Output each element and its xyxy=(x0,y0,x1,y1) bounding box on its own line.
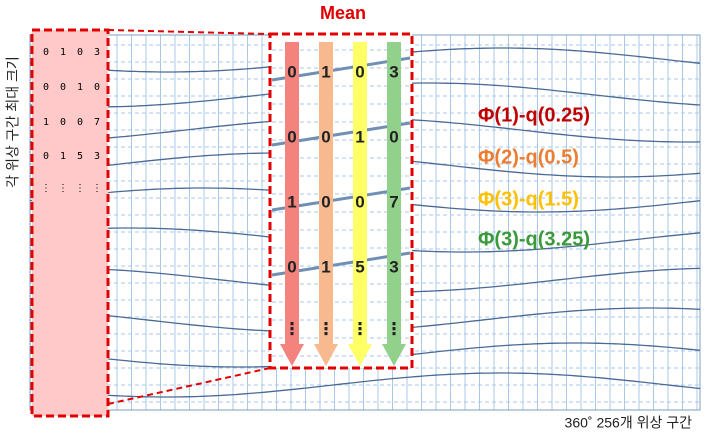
cell: 0 xyxy=(43,47,49,58)
cell: ⋮ xyxy=(92,183,102,194)
cell: 5 xyxy=(77,151,83,162)
zoom-cell: 1 xyxy=(321,62,330,81)
zoom-cell: 1 xyxy=(321,257,330,276)
cell: 3 xyxy=(94,47,100,58)
title: Mean xyxy=(320,3,366,23)
zoom-cell: 0 xyxy=(287,62,296,81)
zoom-cell: 0 xyxy=(287,127,296,146)
zoom-cell: 0 xyxy=(389,127,398,146)
cell: 0 xyxy=(77,47,83,58)
zoom-cell: ⋮ xyxy=(352,319,369,338)
zoom-cell: 1 xyxy=(287,192,296,211)
zoom-cell: 1 xyxy=(355,127,364,146)
cell: 1 xyxy=(60,47,66,58)
phase-label: Φ(3)-q(3.25) xyxy=(478,228,590,250)
cell: 0 xyxy=(43,82,49,93)
cell: 0 xyxy=(60,82,66,93)
phase-label: Φ(3)-q(1.5) xyxy=(478,188,579,210)
zoom-cell: 0 xyxy=(355,62,364,81)
cell: 7 xyxy=(94,117,100,128)
arrow-head xyxy=(280,344,304,366)
phase-label: Φ(2)-q(0.5) xyxy=(478,146,579,168)
zoom-line xyxy=(107,29,271,35)
zoom-cell: 0 xyxy=(321,127,330,146)
zoom-cell: 3 xyxy=(389,257,398,276)
zoom-cell: 0 xyxy=(355,192,364,211)
zoom-cell: 5 xyxy=(355,257,364,276)
selection-box xyxy=(30,28,110,418)
cell: 3 xyxy=(94,151,100,162)
cell: ⋮ xyxy=(41,183,51,194)
arrow-shaft xyxy=(319,42,333,344)
cell: 1 xyxy=(60,151,66,162)
arrow-head xyxy=(348,344,372,366)
zoom-cell: 0 xyxy=(321,192,330,211)
zoom-cell: 0 xyxy=(287,257,296,276)
arrow-shaft xyxy=(285,42,299,344)
x-label: 360˚ 256개 위상 구간 xyxy=(565,415,693,431)
y-label: 각 위상 구간 최대 크기 xyxy=(5,56,21,187)
cell: ⋮ xyxy=(75,183,85,194)
zoom-line xyxy=(107,367,271,405)
zoom-cell: 3 xyxy=(389,62,398,81)
cell: 1 xyxy=(43,117,49,128)
zoom-cell: ⋮ xyxy=(318,319,335,338)
zoom-cell: ⋮ xyxy=(386,319,403,338)
cell: 0 xyxy=(77,117,83,128)
cell: 0 xyxy=(60,117,66,128)
phase-label: Φ(1)-q(0.25) xyxy=(478,104,590,126)
arrow-head xyxy=(314,344,338,366)
arrow-shaft xyxy=(387,42,401,344)
cell: 0 xyxy=(94,82,100,93)
cell: 1 xyxy=(77,82,83,93)
arrow-head xyxy=(382,344,406,366)
zoom-cell: 7 xyxy=(389,192,398,211)
zoom-cell: ⋮ xyxy=(284,319,301,338)
cell: ⋮ xyxy=(58,183,68,194)
zoom-content: 0 1 0 3 0 0 1 0 1 0 0 7 0 1 5 3 ⋮ ⋮ ⋮ ⋮ xyxy=(271,42,411,366)
arrow-shaft xyxy=(353,42,367,344)
cell: 0 xyxy=(43,151,49,162)
